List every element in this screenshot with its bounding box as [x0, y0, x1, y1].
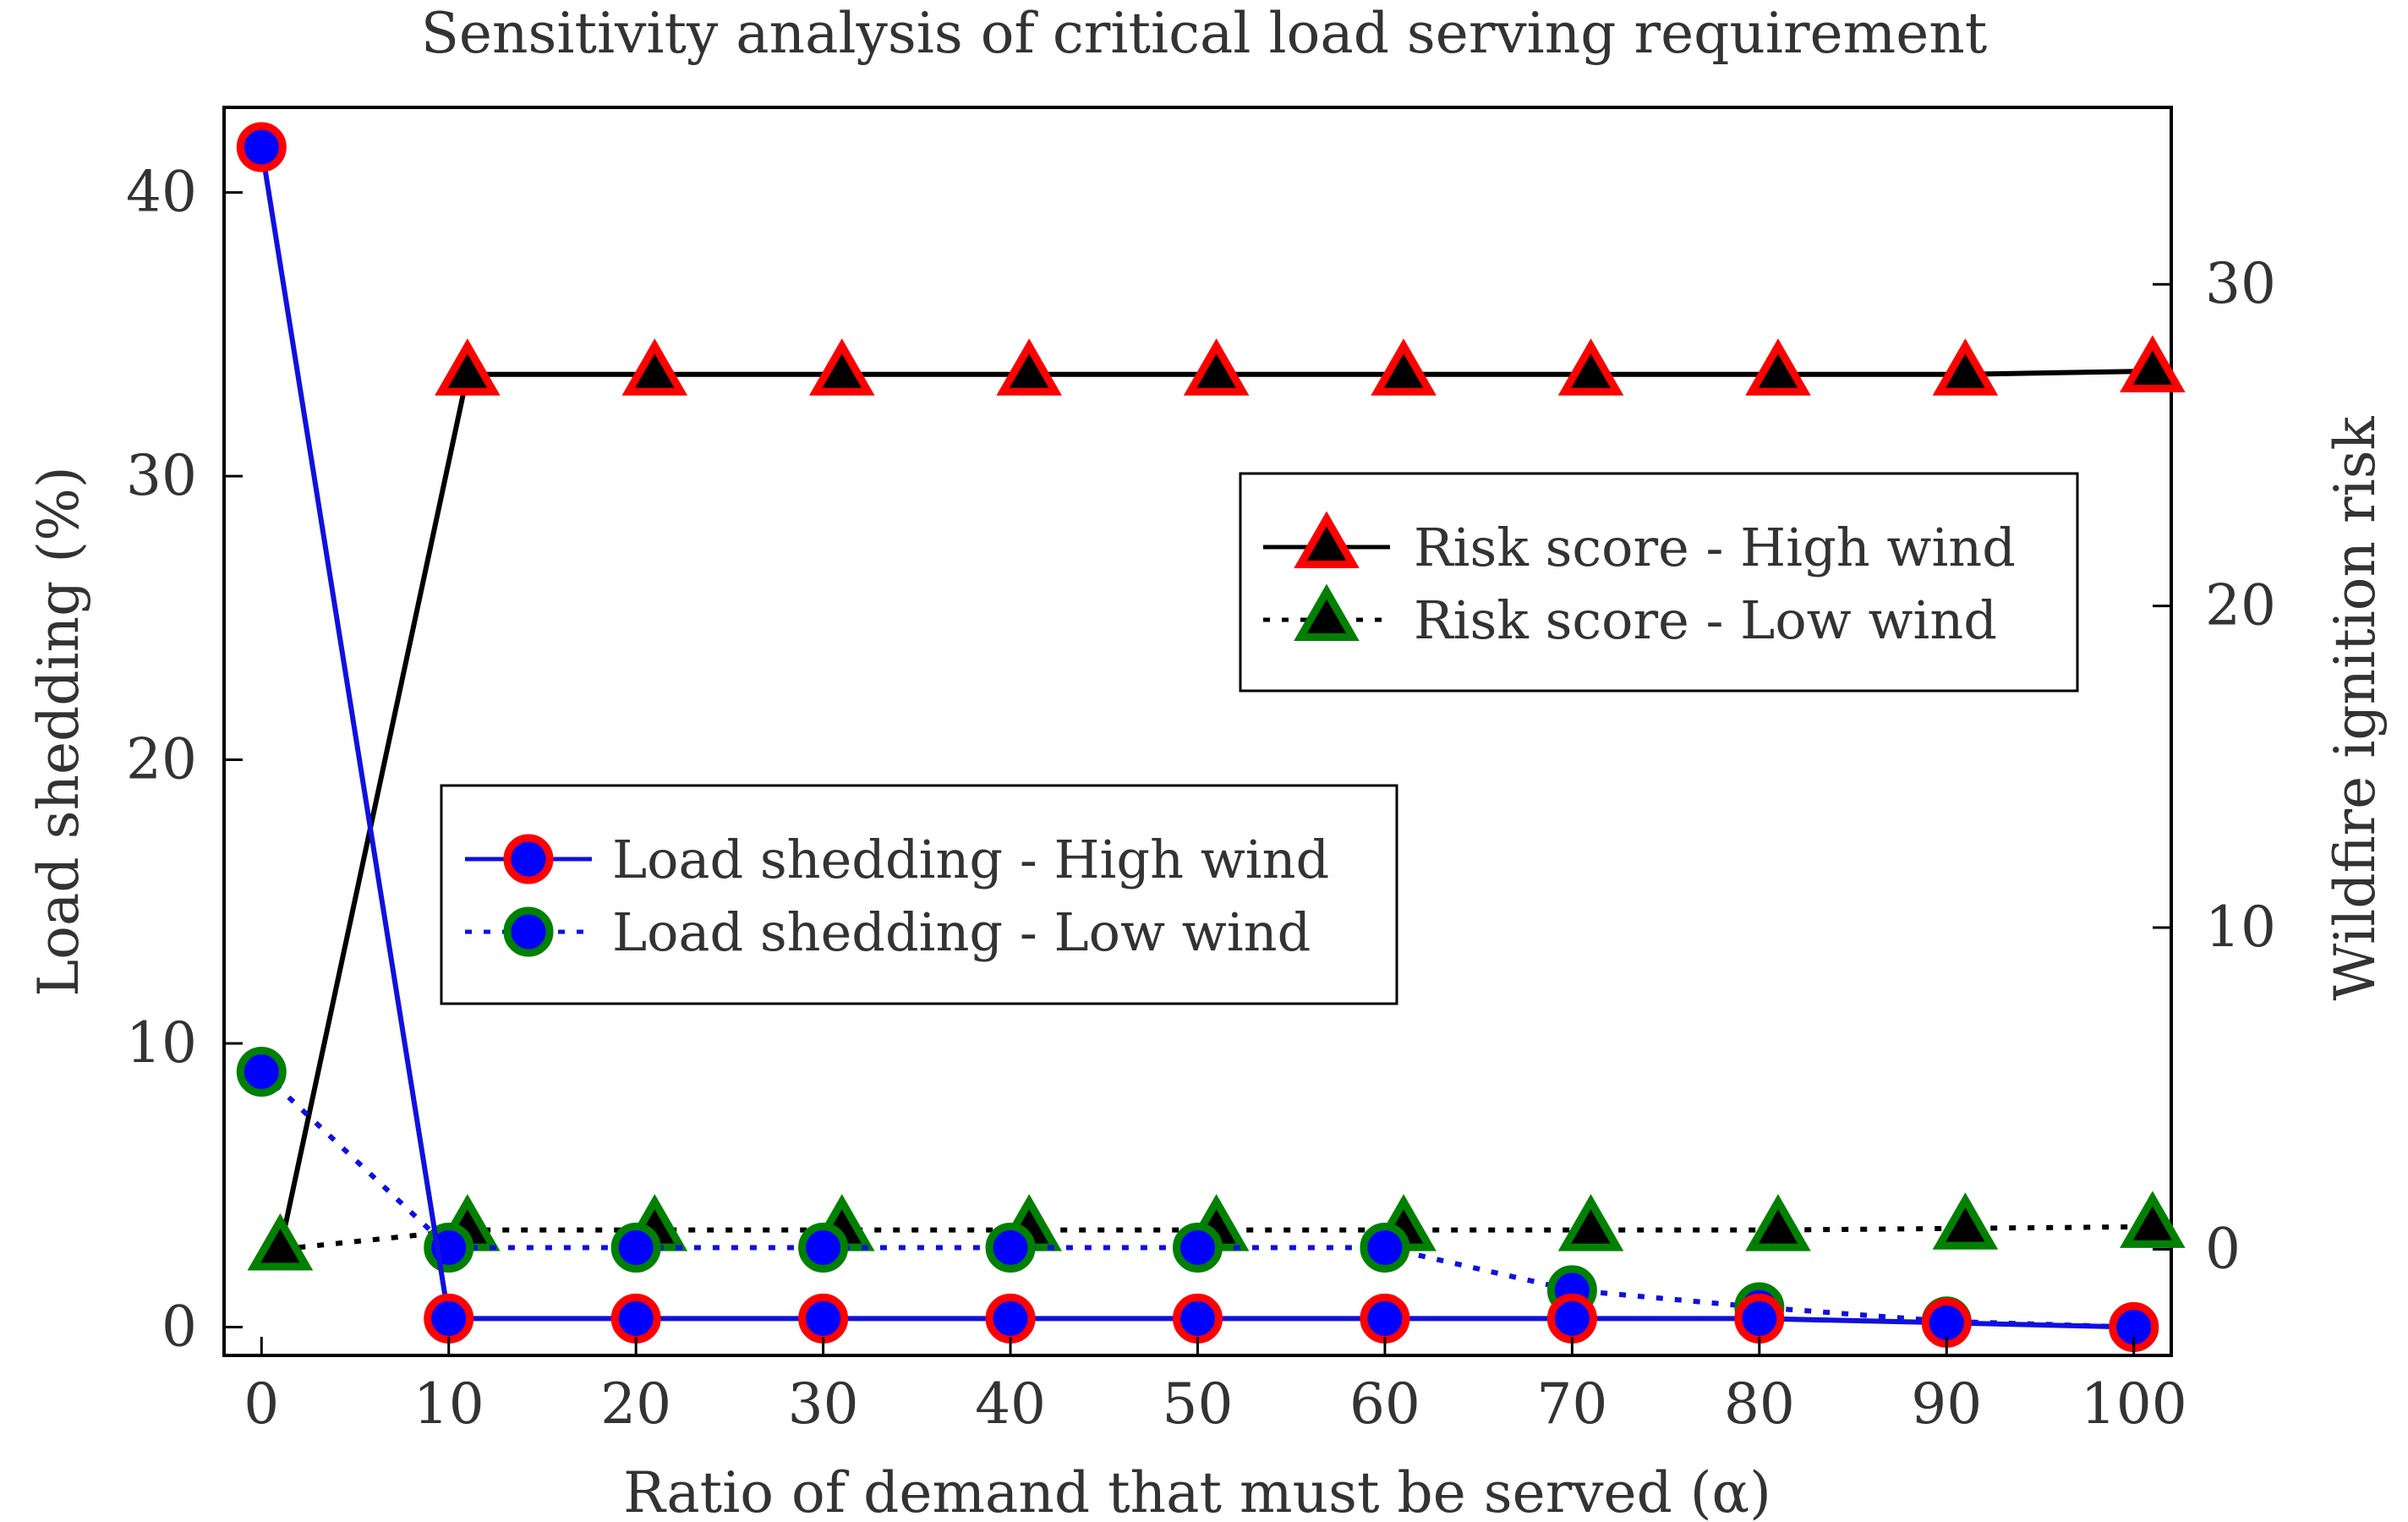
legend-load-shedding: Load shedding - High wind Load shedding -…	[440, 784, 1398, 1005]
legend-risk-frame	[1239, 472, 2079, 693]
legend-risk-score-low-wind-marker	[1294, 583, 1360, 642]
legend-risk-score-high-wind-label: Risk score - High wind	[1414, 517, 2016, 578]
load-shedding-high-wind-line	[259, 146, 2134, 1330]
x-tick-label: 80	[1724, 1371, 1795, 1437]
legend-risk-score-low-wind-label: Risk score - Low wind	[1414, 589, 1997, 651]
x-tick-label: 50	[1163, 1371, 1234, 1437]
risk-score-high-wind-point	[435, 338, 501, 396]
x-tick-label: 90	[1911, 1371, 1982, 1437]
load-shedding-low-wind-line	[260, 1070, 2134, 1330]
left-y-axis-label: Load shedding (%)	[26, 466, 91, 996]
right-y-axis-ticks: 0 10 20 30	[2153, 251, 2276, 1281]
left-y-tick-label: 20	[126, 727, 197, 792]
load-shedding-high-wind-point	[610, 1293, 661, 1344]
series-load-shedding-high-wind	[236, 122, 2159, 1352]
load-shedding-high-wind-point	[1734, 1293, 1785, 1344]
legend-risk-score: Risk score - High wind Risk score - Low w…	[1239, 472, 2079, 693]
load-shedding-low-wind-point	[610, 1223, 661, 1273]
left-y-tick-label: 10	[126, 1010, 197, 1076]
risk-score-high-wind-point	[1183, 338, 1250, 396]
legend-load-shedding-high-wind-label: Load shedding - High wind	[612, 829, 1329, 890]
left-y-tick-label: 30	[126, 443, 197, 508]
x-tick-label: 70	[1536, 1371, 1607, 1437]
risk-score-high-wind-point	[996, 338, 1062, 396]
risk-score-low-wind-point	[2120, 1191, 2186, 1248]
chart-title: Sensitivity analysis of critical load se…	[421, 1, 1988, 66]
x-tick-label: 30	[788, 1371, 859, 1437]
risk-score-low-wind-point	[1745, 1194, 1811, 1251]
x-tick-label: 0	[244, 1371, 279, 1437]
plot-frame	[222, 106, 2173, 1357]
risk-score-high-wind-point	[2120, 335, 2186, 392]
x-axis-label: Ratio of demand that must be served (α)	[623, 1460, 1771, 1522]
legend-load-shedding-high-wind-marker	[503, 834, 554, 884]
risk-score-high-wind-point	[1371, 338, 1437, 396]
load-shedding-low-wind-point	[1360, 1223, 1410, 1273]
right-y-tick-label: 20	[2205, 573, 2276, 638]
legend-load-shedding-low-wind-label: Load shedding - Low wind	[612, 901, 1311, 963]
series-risk-score-high-wind	[247, 335, 2186, 1271]
left-y-axis-ticks: 0 10 20 30 40	[126, 160, 243, 1359]
load-shedding-high-wind-point	[1546, 1293, 1597, 1344]
load-shedding-high-wind-point	[236, 122, 287, 172]
x-tick-label: 100	[2081, 1371, 2187, 1437]
risk-score-high-wind-point	[1932, 338, 1999, 396]
load-shedding-low-wind-point	[236, 1047, 287, 1098]
x-tick-label: 40	[975, 1371, 1046, 1437]
legend-load-shedding-low-wind-marker	[503, 906, 554, 957]
right-y-axis-label: Wildfire ignition risk	[2323, 415, 2388, 1000]
load-shedding-low-wind-point	[1173, 1223, 1223, 1273]
risk-score-low-wind-point	[1557, 1194, 1624, 1251]
left-y-tick-label: 40	[126, 160, 197, 225]
right-y-tick-label: 30	[2205, 251, 2276, 316]
risk-score-high-wind-point	[1745, 338, 1811, 396]
load-shedding-high-wind-point	[424, 1293, 474, 1344]
risk-score-low-wind-point	[1932, 1192, 1999, 1250]
right-y-tick-label: 10	[2205, 895, 2276, 960]
load-shedding-high-wind-point	[1173, 1293, 1223, 1344]
series-layer	[236, 122, 2186, 1352]
risk-score-low-wind-point	[247, 1213, 314, 1271]
load-shedding-low-wind-point	[985, 1223, 1036, 1273]
x-tick-label: 10	[413, 1371, 484, 1437]
x-tick-label: 60	[1349, 1371, 1420, 1437]
load-shedding-high-wind-point	[985, 1293, 1036, 1344]
risk-score-high-wind-point	[621, 338, 688, 396]
x-axis-ticks: 0 10 20 30 40 50 60 70 80 90 100	[244, 1337, 2187, 1437]
risk-score-high-wind-point	[808, 338, 875, 396]
legend-risk-score-high-wind-marker	[1294, 511, 1360, 569]
risk-score-high-wind-point	[1557, 338, 1624, 396]
left-y-tick-label: 0	[161, 1294, 197, 1359]
load-shedding-high-wind-point	[1360, 1293, 1410, 1344]
load-shedding-low-wind-point	[798, 1223, 849, 1273]
x-tick-label: 20	[600, 1371, 671, 1437]
right-y-tick-label: 0	[2205, 1216, 2241, 1281]
plot-area	[222, 106, 2186, 1357]
load-shedding-high-wind-point	[798, 1293, 849, 1344]
legend-load-frame	[440, 784, 1398, 1005]
